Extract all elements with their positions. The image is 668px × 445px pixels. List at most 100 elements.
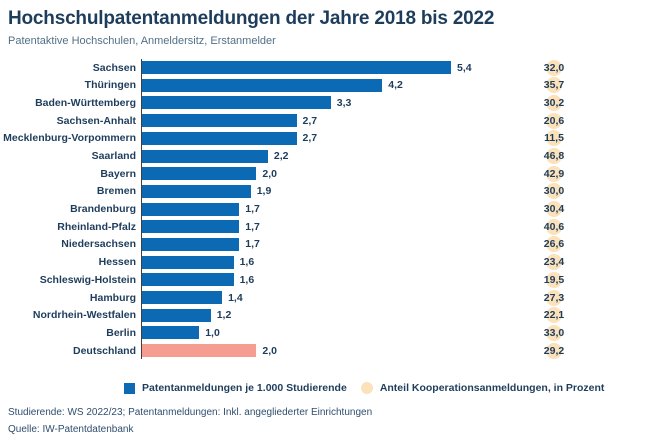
chart-row: Nordrhein-Westfalen 1,2 22,1: [0, 306, 668, 325]
circle-marker-icon: [546, 94, 562, 111]
cooperation-value-label: 22,1: [543, 309, 565, 322]
cooperation-marker: 27,3: [536, 289, 572, 307]
cooperation-value-label: 35,7: [543, 79, 565, 92]
bar-value-label: 2,7: [302, 132, 318, 145]
category-label: Bayern: [100, 167, 136, 180]
chart-row: Hessen 1,6 23,4: [0, 253, 668, 271]
cooperation-value-label: 30,0: [543, 185, 565, 198]
bar-value-label: 4,2: [388, 79, 403, 92]
cooperation-cell: 27,3: [516, 289, 668, 307]
source-line: Quelle: IW-Patentdatenbank: [8, 424, 134, 436]
cooperation-value-label: 19,5: [543, 273, 565, 286]
cooperation-marker: 23,4: [536, 253, 572, 271]
bar: [142, 149, 268, 163]
bar: [142, 131, 297, 145]
cooperation-marker: 11,5: [536, 130, 572, 148]
circle-marker-icon: [546, 148, 562, 165]
cooperation-marker: 46,8: [536, 147, 572, 165]
cooperation-value-label: 33,0: [543, 326, 565, 339]
category-label: Bremen: [96, 185, 136, 198]
bar-value-label: 5,4: [457, 61, 472, 74]
bar-track: 2,7: [141, 111, 516, 130]
cooperation-value-label: 40,6: [543, 220, 565, 233]
bar-track: 2,0: [141, 341, 516, 360]
circle-marker-icon: [546, 112, 562, 129]
cooperation-marker: 42,9: [536, 165, 572, 183]
cooperation-value-label: 46,8: [543, 150, 565, 163]
circle-marker-icon: [546, 236, 562, 253]
cooperation-cell: 32,0: [516, 59, 668, 77]
page-title: Hochschulpatentanmeldungen der Jahre 201…: [8, 8, 495, 29]
cooperation-value-label: 26,6: [543, 238, 565, 251]
chart-row: Schleswig-Holstein 1,6 19,5: [0, 271, 668, 289]
legend: Patentanmeldungen je 1.000 Studierende A…: [124, 382, 668, 395]
bar: [142, 184, 251, 198]
bar-value-label: 2,0: [262, 167, 277, 180]
cooperation-cell: 30,0: [516, 183, 668, 201]
cooperation-value-label: 30,4: [543, 203, 565, 216]
bar: [142, 308, 211, 322]
bar-track: 1,4: [141, 288, 516, 307]
bar-track: 1,6: [141, 253, 516, 271]
bar-track: 1,9: [141, 182, 516, 201]
legend-label: Anteil Kooperationsanmeldungen, in Proze…: [379, 382, 605, 395]
cooperation-marker: 35,7: [536, 76, 572, 94]
bar-track: 1,7: [141, 200, 516, 218]
footnotes: Studierende: WS 2022/23; Patentanmeldung…: [0, 404, 668, 438]
circle-marker-icon: [546, 254, 562, 271]
bar-track: 4,2: [141, 76, 516, 95]
cooperation-cell: 23,4: [516, 253, 668, 271]
cooperation-cell: 11,5: [516, 130, 668, 148]
chart-row: Sachsen 5,4 32,0: [0, 58, 668, 77]
page-subtitle: Patentaktive Hochschulen, Anmeldersitz, …: [8, 34, 276, 47]
cooperation-marker: 32,0: [536, 59, 572, 77]
circle-marker-icon: [546, 218, 562, 235]
bar: [142, 202, 240, 216]
bar: [142, 167, 257, 181]
category-label: Berlin: [106, 326, 136, 339]
cooperation-cell: 22,1: [516, 306, 668, 324]
category-label: Hessen: [98, 256, 136, 269]
bar-track: 2,7: [141, 129, 516, 148]
cooperation-cell: 33,0: [516, 324, 668, 342]
bar-value-label: 1,7: [245, 220, 260, 233]
chart-row: Baden-Württemberg 3,3 30,2: [0, 94, 668, 112]
chart-row: Saarland 2,2 46,8: [0, 147, 668, 165]
bar-track: 3,3: [141, 94, 516, 112]
bar: [142, 344, 257, 358]
circle-marker-icon: [546, 59, 562, 76]
bar-track: 2,0: [141, 164, 516, 183]
cooperation-cell: 46,8: [516, 147, 668, 165]
circle-marker-icon: [546, 324, 562, 341]
chart-rows: Sachsen 5,4 32,0 Thüringen 4,2: [0, 58, 668, 360]
cooperation-marker: 30,2: [536, 94, 572, 112]
cooperation-marker: 30,0: [536, 183, 572, 201]
bar: [142, 273, 234, 287]
cooperation-value-label: 23,4: [543, 256, 565, 269]
bar-track: 5,4: [141, 58, 516, 77]
bar-value-label: 1,4: [228, 291, 243, 304]
bar-track: 1,7: [141, 217, 516, 236]
circle-marker-icon: [546, 201, 562, 218]
category-label: Thüringen: [84, 79, 136, 92]
bar-value-label: 1,6: [239, 256, 255, 269]
bar-value-label: 1,7: [245, 238, 260, 251]
cooperation-marker: 40,6: [536, 218, 572, 236]
bar: [142, 255, 234, 269]
circle-series-swatch-icon: [360, 382, 373, 395]
bar-value-label: 2,2: [273, 150, 289, 163]
footnote-line: Studierende: WS 2022/23; Patentanmeldung…: [8, 407, 373, 419]
circle-marker-icon: [546, 130, 562, 147]
bar-series-swatch-icon: [124, 382, 135, 394]
bar-track: 1,2: [141, 306, 516, 325]
chart-row: Rheinland-Pfalz 1,7 40,6: [0, 217, 668, 236]
cooperation-marker: 20,6: [536, 112, 572, 130]
bar-value-label: 1,6: [239, 273, 255, 286]
cooperation-marker: 19,5: [536, 271, 572, 289]
bar: [142, 326, 200, 340]
bar: [142, 96, 331, 110]
chart-row: Bayern 2,0 42,9: [0, 164, 668, 183]
cooperation-value-label: 30,2: [543, 96, 565, 109]
bar-value-label: 1,0: [205, 326, 220, 339]
cooperation-cell: 42,9: [516, 165, 668, 183]
